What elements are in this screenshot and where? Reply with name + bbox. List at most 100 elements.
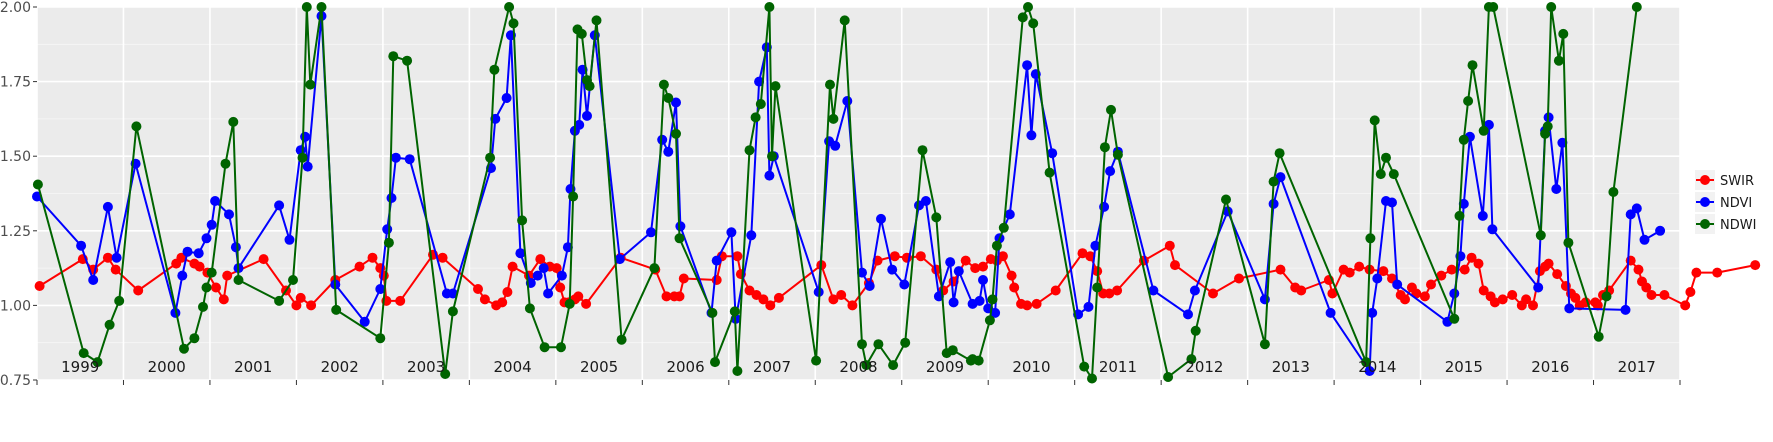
- data-point: [131, 121, 142, 132]
- year-label: 1999: [61, 358, 99, 376]
- data-point: [201, 282, 212, 293]
- data-point: [1378, 266, 1389, 277]
- data-point: [1446, 264, 1457, 275]
- y-tick-label: 1.00: [0, 298, 31, 314]
- data-point: [515, 248, 526, 259]
- data-point: [1655, 225, 1666, 236]
- data-point: [1712, 267, 1723, 278]
- data-point: [230, 242, 241, 253]
- data-point: [732, 366, 743, 376]
- data-point: [1148, 285, 1159, 296]
- data-point: [873, 339, 884, 350]
- data-point: [1090, 240, 1101, 251]
- data-point: [861, 360, 872, 371]
- data-point: [987, 294, 998, 305]
- data-point: [404, 154, 415, 165]
- year-label: 2017: [1618, 358, 1656, 376]
- data-point: [1459, 264, 1470, 275]
- data-point: [1563, 237, 1574, 248]
- data-point: [274, 200, 285, 211]
- data-point: [998, 222, 1009, 233]
- data-point: [1436, 270, 1447, 281]
- data-point: [402, 55, 413, 66]
- data-point: [524, 303, 535, 314]
- data-point: [847, 300, 858, 311]
- year-label: 2004: [494, 358, 532, 376]
- data-point: [978, 261, 988, 272]
- data-point: [828, 113, 839, 124]
- data-point: [206, 219, 217, 230]
- data-point: [300, 131, 311, 142]
- data-point: [1488, 2, 1499, 12]
- data-point: [990, 307, 1001, 318]
- data-point: [1006, 270, 1017, 281]
- data-point: [920, 196, 931, 206]
- data-point: [1372, 273, 1383, 284]
- data-point: [1552, 269, 1563, 280]
- data-point: [765, 300, 776, 311]
- data-point: [501, 93, 512, 103]
- data-point: [658, 79, 669, 90]
- data-point: [114, 295, 125, 306]
- data-point: [931, 212, 942, 223]
- data-point: [1354, 261, 1365, 272]
- data-point: [502, 287, 513, 297]
- data-point: [1608, 187, 1619, 197]
- data-point: [1477, 210, 1488, 221]
- data-point: [489, 64, 500, 75]
- data-point: [556, 270, 567, 281]
- data-point: [1361, 357, 1372, 368]
- data-point: [1183, 309, 1193, 320]
- data-point: [1026, 130, 1037, 141]
- legend-label: NDVI: [1720, 196, 1752, 211]
- data-point: [1463, 96, 1474, 106]
- data-point: [1625, 209, 1636, 220]
- data-point: [663, 93, 674, 103]
- data-point: [110, 264, 121, 275]
- data-point: [917, 145, 928, 156]
- data-point: [177, 270, 188, 281]
- data-point: [1535, 230, 1546, 241]
- data-point: [1112, 285, 1123, 296]
- data-point: [386, 193, 397, 203]
- data-point: [507, 261, 518, 272]
- data-point: [1105, 166, 1116, 177]
- data-point: [359, 316, 370, 327]
- data-point: [755, 99, 766, 109]
- data-point: [915, 251, 926, 262]
- data-point: [497, 297, 508, 308]
- data-point: [900, 337, 911, 348]
- y-tick-label: 1.25: [0, 224, 31, 240]
- data-point: [517, 215, 528, 226]
- year-labels: 1999 2000 2001 2002 2003 2004 2005 2006 2007 2008…: [61, 358, 1656, 376]
- data-point: [1489, 297, 1500, 308]
- data-point: [1467, 60, 1478, 71]
- data-point: [764, 2, 775, 12]
- data-point: [811, 355, 822, 366]
- data-point: [1631, 2, 1642, 12]
- data-point: [1164, 240, 1175, 251]
- data-point: [584, 81, 595, 92]
- data-point: [1022, 300, 1033, 311]
- data-point: [931, 264, 942, 275]
- data-point: [1633, 264, 1644, 275]
- data-point: [32, 179, 43, 190]
- data-point: [198, 301, 208, 312]
- data-point: [88, 275, 99, 285]
- y-tick-label: 2.00: [0, 0, 31, 16]
- data-point: [302, 161, 313, 172]
- data-point: [1004, 209, 1015, 220]
- legend-key-point: [1700, 175, 1710, 185]
- data-point: [1466, 252, 1477, 263]
- data-point: [1631, 203, 1642, 214]
- data-point: [1458, 134, 1469, 145]
- data-point: [1620, 304, 1631, 315]
- data-point: [576, 28, 587, 39]
- data-point: [1685, 287, 1696, 297]
- data-point: [1268, 176, 1279, 187]
- data-point: [375, 333, 386, 344]
- data-point: [1646, 290, 1657, 300]
- data-point: [382, 224, 393, 235]
- data-point: [211, 282, 221, 293]
